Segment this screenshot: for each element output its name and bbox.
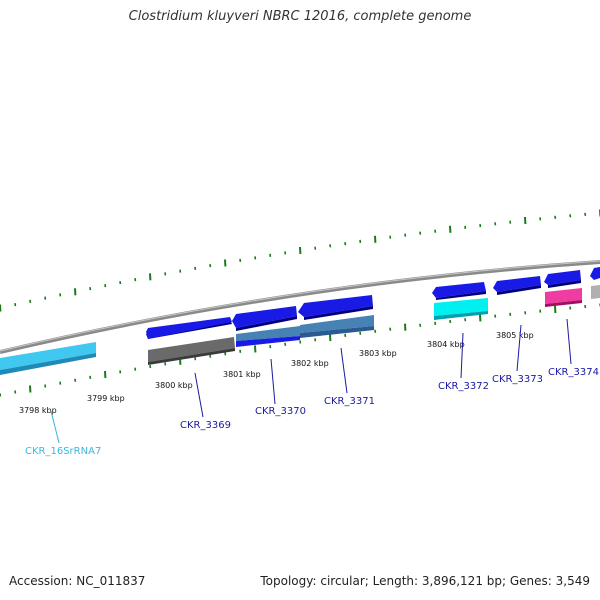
lower-tick-track	[0, 303, 600, 397]
feature-cds-gray-2[interactable]	[591, 285, 600, 299]
gene-leader-lines	[50, 318, 572, 444]
gene-label-ckr-3369[interactable]: CKR_3369	[180, 420, 231, 431]
kbp-label-3802: 3802 kbp	[291, 359, 329, 368]
feature-ckr-16srrna7[interactable]	[0, 342, 96, 375]
feature-cds-forward-2[interactable]	[232, 306, 297, 331]
gene-label-ckr-16srrna7[interactable]: CKR_16SrRNA7	[25, 446, 101, 457]
gene-label-ckr-3373[interactable]: CKR_3373	[492, 374, 543, 385]
upper-tick-track	[0, 209, 600, 312]
feature-cds-forward-6[interactable]	[544, 270, 581, 288]
feature-cds-forward-7[interactable]	[590, 267, 600, 280]
genome-backbone	[0, 260, 600, 354]
gene-label-ckr-3372[interactable]: CKR_3372	[438, 381, 489, 392]
gene-label-ckr-3370[interactable]: CKR_3370	[255, 406, 306, 417]
genome-backbone-highlight	[0, 260, 600, 352]
feature-cds-forward-1[interactable]	[146, 317, 232, 339]
genome-stats: Topology: circular; Length: 3,896,121 bp…	[260, 574, 590, 588]
kbp-label-3805: 3805 kbp	[496, 331, 534, 340]
feature-cds-gray-1[interactable]	[148, 337, 235, 365]
gene-label-ckr-3371[interactable]: CKR_3371	[324, 396, 375, 407]
feature-cds-forward-5[interactable]	[493, 276, 541, 295]
feature-cds-steel-1[interactable]	[236, 326, 300, 347]
feature-cds-forward-4[interactable]	[432, 282, 486, 300]
accession-info: Accession: NC_011837	[9, 574, 146, 588]
kbp-label-3799: 3799 kbp	[87, 394, 125, 403]
feature-cds-forward-3[interactable]	[298, 295, 373, 320]
kbp-label-3798: 3798 kbp	[19, 406, 57, 415]
kbp-label-3801: 3801 kbp	[223, 370, 261, 379]
gene-label-ckr-3374[interactable]: CKR_3374	[548, 367, 599, 378]
feature-cds-steel-2[interactable]	[300, 315, 374, 338]
kbp-label-3804: 3804 kbp	[427, 340, 465, 349]
kbp-label-3800: 3800 kbp	[155, 381, 193, 390]
map-title: Clostridium kluyveri NBRC 12016, complet…	[128, 9, 472, 24]
feature-cds-pink-1[interactable]	[545, 288, 582, 307]
feature-cds-cyan-1[interactable]	[434, 298, 488, 320]
kbp-label-3803: 3803 kbp	[359, 349, 397, 358]
